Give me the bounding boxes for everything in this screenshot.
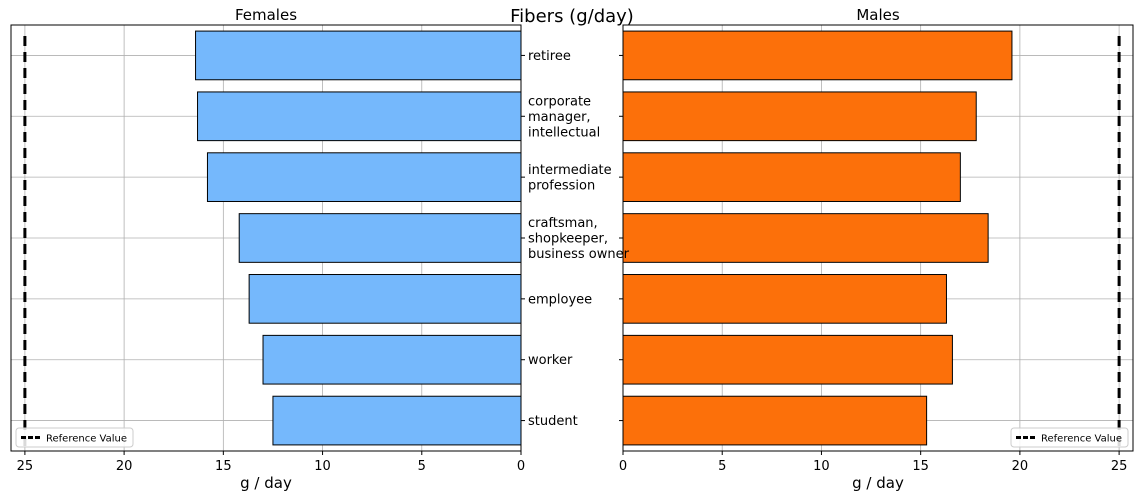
females-legend: Reference Value: [15, 427, 134, 448]
females-bar-1: [197, 91, 522, 142]
males-panel-title: Males: [856, 6, 900, 24]
legend-frame: [15, 427, 134, 448]
males-bar-6: [622, 395, 928, 446]
category-label-0: retiree: [528, 49, 571, 64]
males-x-tick-label-4: 20: [1012, 459, 1029, 474]
females-bar-3: [238, 213, 522, 263]
males-bar-2: [622, 152, 961, 202]
males-bar-4: [622, 274, 947, 324]
males-x-tick-label-5: 25: [1111, 459, 1128, 474]
males-x-tick-label-3: 15: [912, 459, 929, 474]
chart-title: Fibers (g/day): [510, 6, 634, 27]
females-x-tick-label-4: 5: [418, 459, 426, 474]
females-x-tick-label-5: 0: [517, 459, 525, 474]
females-bar-2: [206, 152, 522, 202]
females-x-tick-label-0: 25: [17, 459, 34, 474]
legend-label: Reference Value: [1041, 434, 1122, 445]
females-x-axis-label: g / day: [240, 474, 292, 492]
females-bar-5: [262, 334, 522, 385]
category-label-3: craftsman, shopkeeper, business owner: [528, 216, 630, 262]
category-label-1: corporate manager, intellectual: [528, 94, 600, 140]
males-x-tick-label-0: 0: [619, 459, 627, 474]
males-bar-5: [622, 334, 953, 385]
category-label-2: intermediate profession: [528, 163, 612, 194]
females-bar-0: [195, 30, 522, 81]
category-label-4: employee: [528, 292, 592, 307]
category-label-5: worker: [528, 353, 573, 368]
males-x-tick-label-2: 10: [813, 459, 830, 474]
females-panel-title: Females: [235, 6, 297, 24]
males-bar-3: [622, 213, 989, 263]
females-x-tick-label-1: 20: [116, 459, 133, 474]
males-x-tick-label-1: 5: [718, 459, 726, 474]
females-bar-4: [248, 274, 522, 324]
category-label-6: student: [528, 414, 578, 429]
males-bar-0: [622, 30, 1013, 81]
males-bar-1: [622, 91, 977, 142]
legend-label: Reference Value: [46, 434, 127, 445]
males-x-axis-label: g / day: [852, 474, 904, 492]
females-x-tick-label-3: 10: [314, 459, 331, 474]
males-legend: Reference Value: [1010, 427, 1129, 448]
females-x-tick-label-2: 15: [215, 459, 232, 474]
legend-frame: [1010, 427, 1129, 448]
females-bar-6: [272, 395, 522, 446]
